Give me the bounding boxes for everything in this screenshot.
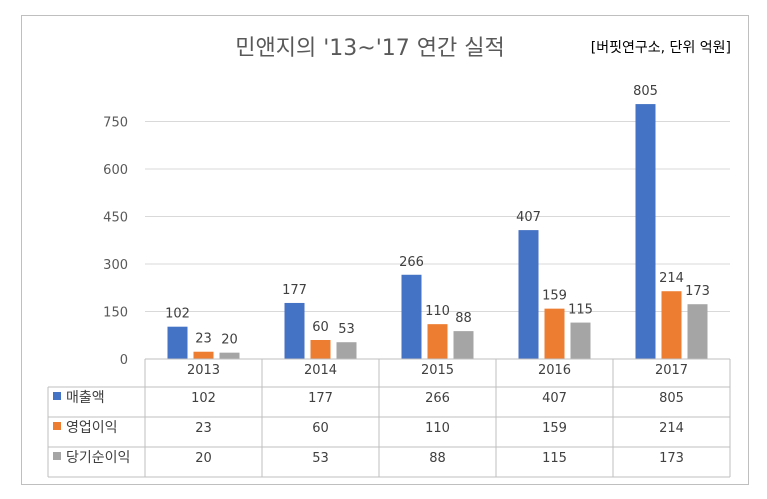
- table-cell: 60: [312, 421, 329, 436]
- data-label: 177: [282, 283, 307, 298]
- y-tick-label: 0: [120, 353, 128, 368]
- chart-title: 민앤지의 '13~'17 연간 실적: [235, 36, 505, 61]
- x-category-label: 2013: [187, 363, 220, 378]
- data-label: 53: [338, 322, 355, 337]
- data-label: 173: [685, 284, 710, 299]
- legend-swatch-매출액: [53, 392, 61, 400]
- bar-매출액-2014: [284, 302, 305, 359]
- table-cell: 102: [191, 391, 216, 406]
- bar-매출액-2017: [635, 104, 656, 359]
- data-label: 20: [221, 333, 238, 348]
- table-cell: 214: [659, 421, 684, 436]
- bar-당기순이익-2013: [219, 352, 240, 359]
- bar-영업이익-2017: [661, 291, 682, 359]
- chart-subtitle: [버핏연구소, 단위 억원]: [590, 40, 731, 56]
- x-category-label: 2017: [655, 363, 688, 378]
- bar-영업이익-2015: [427, 324, 448, 359]
- data-label: 23: [195, 332, 212, 347]
- y-tick-label: 750: [103, 116, 128, 131]
- table-cell: 177: [308, 391, 333, 406]
- table-cell: 20: [195, 451, 212, 466]
- x-category-label: 2014: [304, 363, 337, 378]
- legend-swatch-영업이익: [53, 422, 61, 430]
- chart-frame: [21, 15, 749, 485]
- data-label: 102: [165, 307, 190, 322]
- table-cell: 159: [542, 421, 567, 436]
- legend-label: 당기순이익: [66, 450, 130, 466]
- legend-swatch-당기순이익: [53, 452, 61, 460]
- data-label: 110: [425, 304, 450, 319]
- bar-영업이익-2014: [310, 340, 331, 359]
- data-label: 407: [516, 210, 541, 225]
- bar-당기순이익-2015: [453, 331, 474, 359]
- y-tick-label: 600: [103, 163, 128, 178]
- data-label: 159: [542, 289, 567, 304]
- table-cell: 23: [195, 421, 212, 436]
- x-category-label: 2015: [421, 363, 454, 378]
- legend-label: 영업이익: [66, 420, 118, 436]
- table-cell: 88: [429, 451, 446, 466]
- bar-영업이익-2013: [193, 351, 214, 359]
- table-cell: 266: [425, 391, 450, 406]
- data-label: 805: [633, 84, 658, 99]
- bar-당기순이익-2016: [570, 322, 591, 359]
- bar-당기순이익-2014: [336, 342, 357, 359]
- table-cell: 805: [659, 391, 684, 406]
- table-cell: 115: [542, 451, 567, 466]
- bar-매출액-2016: [518, 230, 539, 359]
- bar-매출액-2015: [401, 274, 422, 359]
- y-tick-label: 450: [103, 211, 128, 226]
- bar-영업이익-2016: [544, 308, 565, 359]
- x-category-label: 2016: [538, 363, 571, 378]
- legend-label: 매출액: [66, 390, 105, 406]
- table-cell: 53: [312, 451, 329, 466]
- table-cell: 110: [425, 421, 450, 436]
- data-label: 115: [568, 303, 593, 318]
- y-tick-label: 300: [103, 258, 128, 273]
- data-label: 214: [659, 271, 684, 286]
- table-cell: 407: [542, 391, 567, 406]
- y-tick-label: 150: [103, 306, 128, 321]
- bar-매출액-2013: [167, 326, 188, 359]
- data-label: 266: [399, 255, 424, 270]
- bar-당기순이익-2017: [687, 304, 708, 359]
- table-cell: 173: [659, 451, 684, 466]
- data-label: 88: [455, 311, 472, 326]
- data-label: 60: [312, 320, 329, 335]
